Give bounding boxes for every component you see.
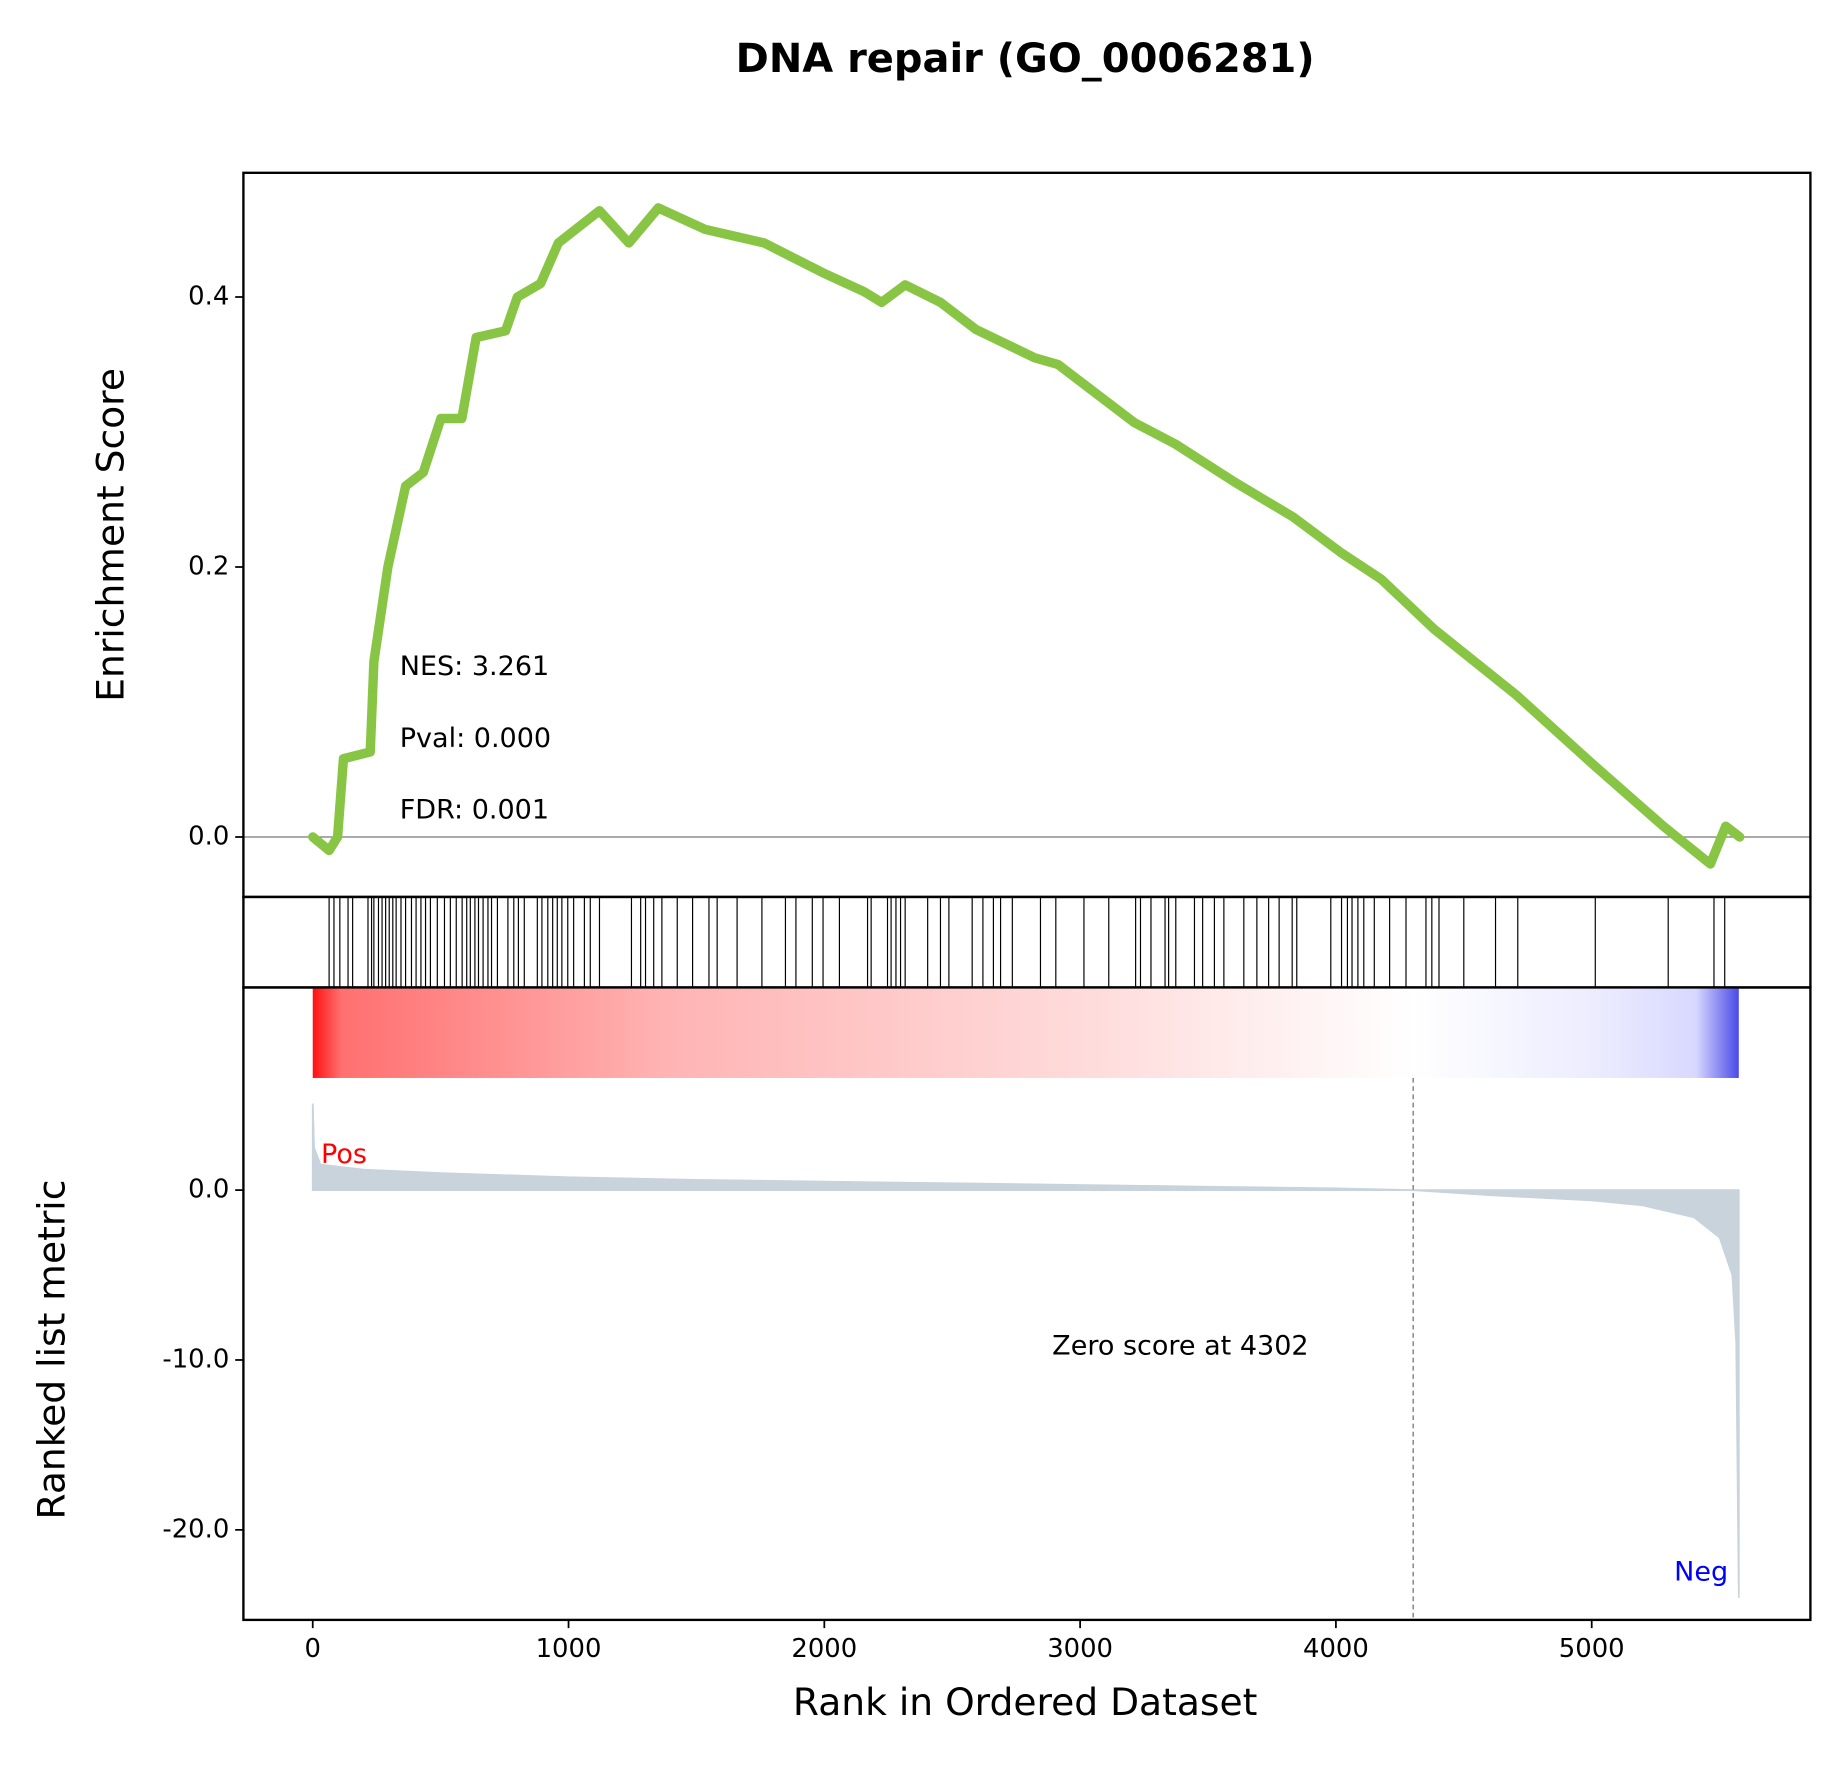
chart-title: DNA repair (GO_0006281) bbox=[736, 36, 1315, 82]
y-axis-label: Ranked list metric bbox=[30, 1180, 74, 1520]
axes-frame bbox=[242, 171, 1812, 899]
stat-annotation: Pval: 0.000 bbox=[400, 723, 551, 754]
y-tick-label: 0.2 bbox=[188, 552, 229, 582]
y-tick-label: 0.4 bbox=[188, 282, 229, 312]
stat-annotation: NES: 3.261 bbox=[400, 651, 549, 682]
y-tick-label: -10.0 bbox=[162, 1344, 229, 1374]
x-axis-label: Rank in Ordered Dataset bbox=[793, 1680, 1257, 1724]
x-tick-label: 5000 bbox=[1559, 1634, 1625, 1664]
y-axis-label: Enrichment Score bbox=[88, 368, 132, 702]
y-tick-label: -20.0 bbox=[162, 1514, 229, 1544]
pos-label: Pos bbox=[321, 1139, 367, 1170]
y-tick-label: 0.0 bbox=[188, 1175, 229, 1205]
x-tick-label: 3000 bbox=[1047, 1634, 1113, 1664]
enrichment-line bbox=[308, 203, 1745, 869]
axes-frame bbox=[242, 986, 1812, 1622]
x-tick-label: 1000 bbox=[536, 1634, 602, 1664]
x-tick-label: 2000 bbox=[791, 1634, 857, 1664]
x-tick-label: 4000 bbox=[1303, 1634, 1369, 1664]
metric-area bbox=[311, 1103, 1740, 1598]
zero-score-label: Zero score at 4302 bbox=[1052, 1331, 1308, 1362]
x-tick-label: 0 bbox=[305, 1634, 321, 1664]
stat-annotation: FDR: 0.001 bbox=[400, 795, 549, 826]
y-tick-label: 0.0 bbox=[188, 821, 229, 851]
rank-colorbar bbox=[312, 987, 1739, 1078]
neg-label: Neg bbox=[1674, 1556, 1728, 1587]
